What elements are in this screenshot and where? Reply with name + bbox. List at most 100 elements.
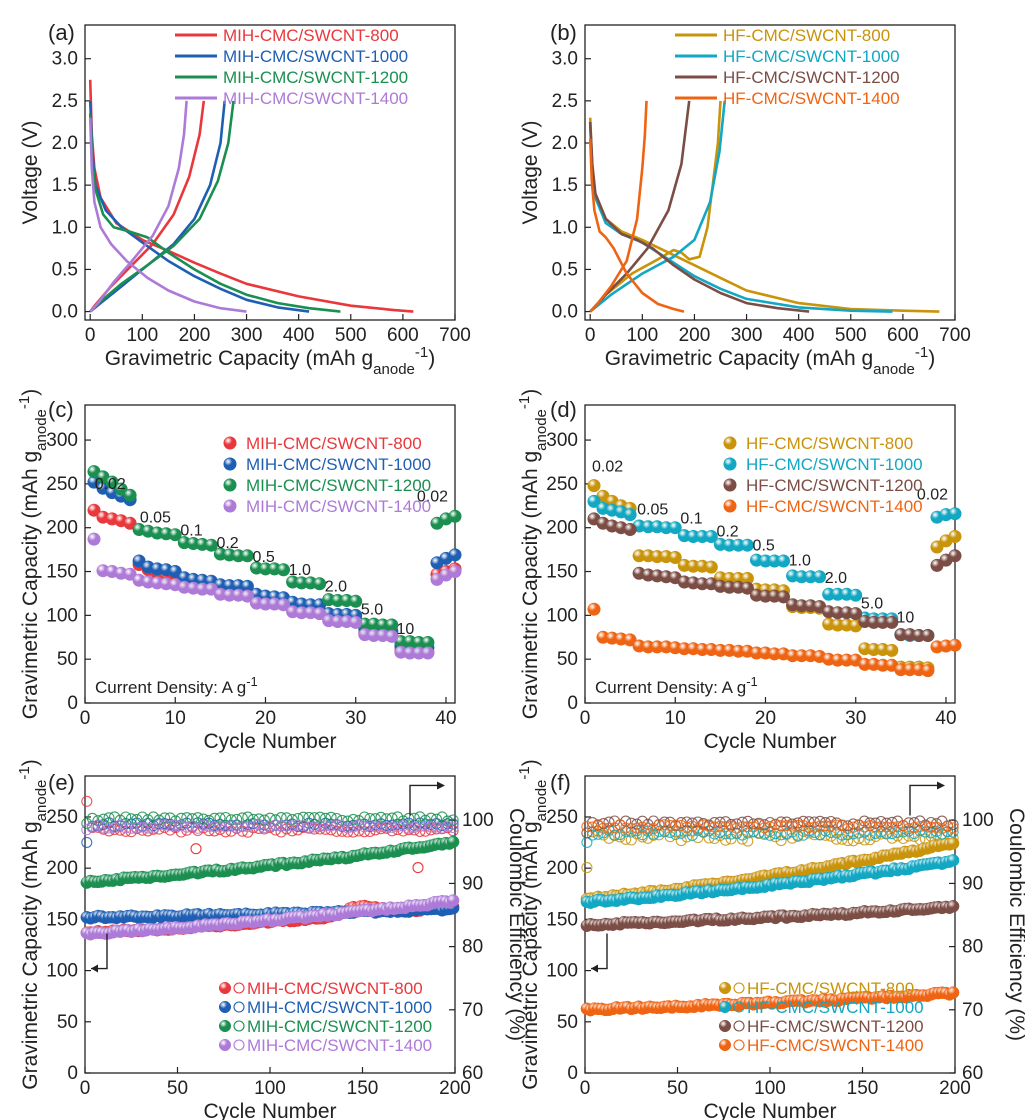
efficiency-point bbox=[397, 820, 409, 832]
data-point bbox=[948, 638, 962, 652]
data-point bbox=[587, 494, 601, 508]
efficiency-point bbox=[647, 823, 660, 835]
efficiency-point bbox=[314, 811, 326, 823]
x-tick-label: 200 bbox=[939, 1078, 971, 1099]
y-tick-label: 1.0 bbox=[552, 217, 578, 238]
right-axis-arrow bbox=[409, 784, 443, 816]
efficiency-point bbox=[442, 815, 454, 827]
rate-label: 0.5 bbox=[253, 549, 275, 566]
legend-label: MIH-CMC/SWCNT-1400 bbox=[247, 1036, 432, 1055]
data-point bbox=[240, 589, 254, 603]
efficiency-point bbox=[175, 812, 187, 824]
y-tick-label: 200 bbox=[546, 518, 578, 539]
data-point bbox=[204, 538, 218, 552]
efficiency-point bbox=[258, 819, 270, 831]
efficiency-point bbox=[225, 814, 237, 826]
efficiency-point bbox=[758, 822, 771, 834]
data-point bbox=[849, 588, 863, 602]
panel-letter: (e) bbox=[48, 770, 75, 795]
efficiency-point bbox=[380, 813, 393, 825]
x-tick-label: 100 bbox=[254, 1078, 286, 1099]
efficiency-point bbox=[781, 820, 793, 832]
y-tick-label: 3.0 bbox=[552, 49, 578, 70]
efficiency-point bbox=[892, 821, 904, 833]
legend-label: MIH-CMC/SWCNT-1200 bbox=[223, 68, 408, 87]
y-tick-label: 150 bbox=[546, 909, 578, 930]
efficiency-point bbox=[758, 827, 771, 839]
efficiency-point bbox=[842, 829, 854, 841]
panel-letter: (b) bbox=[550, 20, 577, 45]
plot-frame bbox=[84, 24, 456, 321]
legend-label: HF-CMC/SWCNT-1400 bbox=[747, 1036, 924, 1055]
efficiency-point bbox=[403, 822, 415, 834]
efficiency-point bbox=[586, 829, 598, 841]
efficiency-point bbox=[159, 812, 171, 824]
efficiency-point bbox=[147, 811, 159, 823]
efficiency-point bbox=[736, 833, 748, 845]
rate-label: 0.02 bbox=[417, 488, 448, 505]
efficiency-point bbox=[703, 820, 715, 832]
legend-label: HF-CMC/SWCNT-1000 bbox=[747, 998, 924, 1017]
legend-label: MIH-CMC/SWCNT-1200 bbox=[247, 1017, 432, 1036]
efficiency-point bbox=[253, 813, 265, 825]
left-axis-arrow bbox=[591, 933, 608, 970]
efficiency-point bbox=[886, 832, 898, 844]
efficiency-point bbox=[869, 821, 882, 833]
series-hf-cmc-swcnt-1400 bbox=[587, 602, 962, 678]
efficiency-point bbox=[308, 821, 320, 833]
capacity-point bbox=[946, 986, 960, 999]
y-tick-label: 0 bbox=[67, 1063, 78, 1084]
efficiency-point bbox=[386, 812, 398, 824]
efficiency-point bbox=[175, 820, 187, 832]
efficiency-point bbox=[125, 822, 137, 834]
rate-label: 0.1 bbox=[680, 510, 702, 527]
y-tick-label: 50 bbox=[57, 649, 78, 670]
x-tick-label: 50 bbox=[167, 1078, 188, 1099]
efficiency-point bbox=[292, 819, 304, 832]
y-axis-label: Gravimetric Capacity (mAh ganode-1) bbox=[516, 389, 550, 719]
efficiency-point bbox=[325, 811, 337, 823]
efficiency-point bbox=[425, 812, 437, 824]
efficiency-point bbox=[86, 821, 98, 833]
efficiency-point bbox=[625, 823, 637, 835]
efficiency-point bbox=[586, 821, 598, 833]
efficiency-point bbox=[364, 812, 376, 825]
efficiency-point bbox=[308, 818, 320, 830]
efficiency-point bbox=[708, 821, 721, 833]
efficiency-point bbox=[308, 812, 320, 824]
efficiency-point bbox=[658, 816, 671, 828]
data-point bbox=[948, 529, 962, 543]
efficiency-point bbox=[831, 819, 843, 831]
efficiency-point bbox=[114, 819, 126, 831]
data-point bbox=[313, 577, 327, 591]
y2-tick-label: 90 bbox=[462, 873, 483, 894]
y2-tick-label: 90 bbox=[962, 873, 983, 894]
rate-label: 2.0 bbox=[825, 570, 847, 587]
efficiency-point bbox=[292, 812, 304, 825]
data-point bbox=[623, 633, 637, 647]
data-point bbox=[921, 664, 935, 678]
efficiency-point bbox=[631, 825, 643, 837]
data-point bbox=[813, 570, 827, 584]
y-axis-label: Gravimetric Capacity (mAh ganode-1) bbox=[16, 759, 50, 1089]
series-hf-cmc-swcnt-1200 bbox=[587, 512, 962, 642]
efficiency-point bbox=[742, 821, 754, 833]
efficiency-point bbox=[286, 820, 298, 832]
series-mih-cmc-swcnt-1400 bbox=[80, 819, 460, 941]
efficiency-point bbox=[586, 817, 598, 829]
efficiency-point bbox=[742, 835, 754, 847]
x-tick-label: 0 bbox=[585, 325, 596, 346]
efficiency-point bbox=[609, 829, 621, 841]
series-hf-cmc-swcnt-800 bbox=[588, 100, 940, 313]
plot-frame bbox=[584, 24, 956, 321]
efficiency-point bbox=[847, 835, 859, 847]
data-point bbox=[132, 554, 146, 568]
y-tick-label: 1.5 bbox=[52, 175, 78, 196]
efficiency-point bbox=[625, 834, 637, 846]
efficiency-point bbox=[875, 821, 887, 833]
efficiency-point bbox=[753, 818, 765, 831]
efficiency-point bbox=[419, 820, 431, 832]
x-tick-label: 10 bbox=[665, 708, 686, 729]
y2-tick-label: 100 bbox=[962, 810, 994, 831]
efficiency-point bbox=[720, 828, 732, 840]
